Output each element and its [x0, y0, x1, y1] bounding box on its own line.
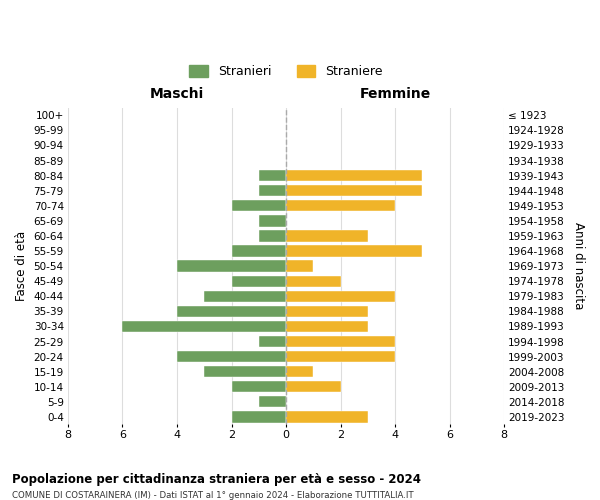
- Bar: [259, 170, 286, 181]
- Text: Femmine: Femmine: [359, 88, 431, 102]
- Bar: [286, 260, 313, 272]
- Bar: [232, 200, 286, 211]
- Bar: [286, 336, 395, 347]
- Bar: [286, 381, 341, 392]
- Bar: [286, 200, 395, 211]
- Bar: [204, 366, 286, 378]
- Bar: [232, 411, 286, 422]
- Bar: [259, 396, 286, 407]
- Bar: [286, 290, 395, 302]
- Y-axis label: Fasce di età: Fasce di età: [15, 231, 28, 301]
- Bar: [259, 336, 286, 347]
- Bar: [204, 290, 286, 302]
- Bar: [286, 351, 395, 362]
- Bar: [286, 185, 422, 196]
- Bar: [286, 306, 368, 317]
- Bar: [286, 230, 368, 241]
- Bar: [177, 351, 286, 362]
- Bar: [232, 276, 286, 287]
- Text: Popolazione per cittadinanza straniera per età e sesso - 2024: Popolazione per cittadinanza straniera p…: [12, 472, 421, 486]
- Bar: [286, 366, 313, 378]
- Bar: [286, 276, 341, 287]
- Bar: [286, 246, 422, 256]
- Text: Maschi: Maschi: [150, 88, 204, 102]
- Legend: Stranieri, Straniere: Stranieri, Straniere: [184, 60, 388, 83]
- Bar: [259, 230, 286, 241]
- Bar: [232, 246, 286, 256]
- Y-axis label: Anni di nascita: Anni di nascita: [572, 222, 585, 310]
- Bar: [122, 321, 286, 332]
- Bar: [259, 215, 286, 226]
- Bar: [177, 260, 286, 272]
- Text: COMUNE DI COSTARAINERA (IM) - Dati ISTAT al 1° gennaio 2024 - Elaborazione TUTTI: COMUNE DI COSTARAINERA (IM) - Dati ISTAT…: [12, 491, 413, 500]
- Bar: [177, 306, 286, 317]
- Bar: [286, 411, 368, 422]
- Bar: [286, 321, 368, 332]
- Bar: [259, 185, 286, 196]
- Bar: [286, 170, 422, 181]
- Bar: [232, 381, 286, 392]
